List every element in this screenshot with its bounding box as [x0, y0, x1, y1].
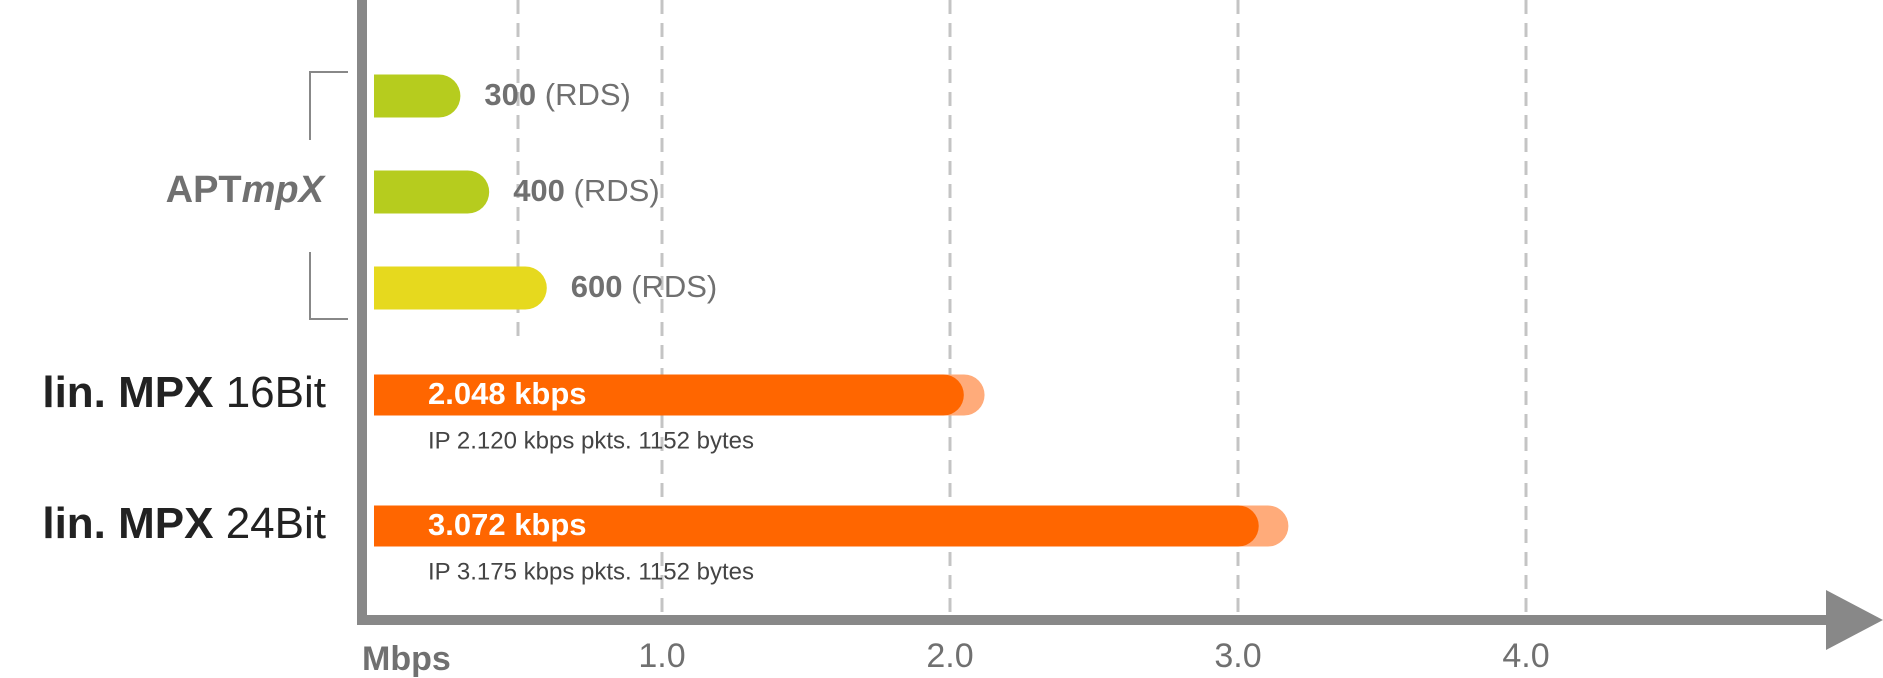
bar-value-label: 2.048 kbps	[428, 376, 587, 411]
group-label: lin. MPX 16Bit	[42, 368, 326, 417]
y-axis	[357, 0, 367, 625]
overhead-label: IP 3.175 kbps pkts. 1152 bytes	[428, 558, 754, 585]
group-label-sub: 24Bit	[226, 499, 326, 548]
group-label-main: lin. MPX	[42, 368, 213, 417]
bar	[374, 374, 964, 416]
bar	[374, 266, 547, 310]
bar-note: (RDS)	[631, 269, 717, 304]
bar-value-space	[623, 269, 632, 304]
overhead-label: IP 2.120 kbps pkts. 1152 bytes	[428, 427, 754, 454]
group-label: lin. MPX 24Bit	[42, 499, 326, 548]
bar-value-label: 400 (RDS)	[513, 173, 659, 208]
bar-value: 300	[484, 77, 536, 112]
group-label-italic: mpX	[242, 169, 327, 211]
group-label-main: lin. MPX	[42, 499, 213, 548]
group-label-main: APT	[166, 169, 242, 211]
bar	[374, 74, 461, 118]
x-axis-arrow	[1826, 590, 1883, 650]
x-tick-label: 3.0	[1214, 637, 1261, 675]
bar-note: (RDS)	[574, 173, 660, 208]
group-label-sub: 16Bit	[226, 368, 326, 417]
x-tick-label: 2.0	[926, 637, 973, 675]
bar-value-label: 600 (RDS)	[571, 269, 717, 304]
group-bracket	[309, 71, 348, 320]
bar-note: (RDS)	[545, 77, 631, 112]
bar-value-space	[565, 173, 574, 208]
bar-value-label: 3.072 kbps	[428, 507, 587, 542]
group-label-space	[213, 499, 225, 548]
group-label-space	[213, 368, 225, 417]
bar-value-space	[536, 77, 545, 112]
x-tick-label: 1.0	[638, 637, 685, 675]
bar-value: 600	[571, 269, 623, 304]
bar	[374, 505, 1259, 547]
x-tick-label: 4.0	[1502, 637, 1549, 675]
bar-value: 400	[513, 173, 565, 208]
x-axis	[357, 615, 1832, 625]
bar-value-label: 300 (RDS)	[484, 77, 630, 112]
group-label: APTmpX	[166, 169, 327, 211]
bar	[374, 170, 490, 214]
x-axis-label: Mbps	[362, 640, 451, 678]
